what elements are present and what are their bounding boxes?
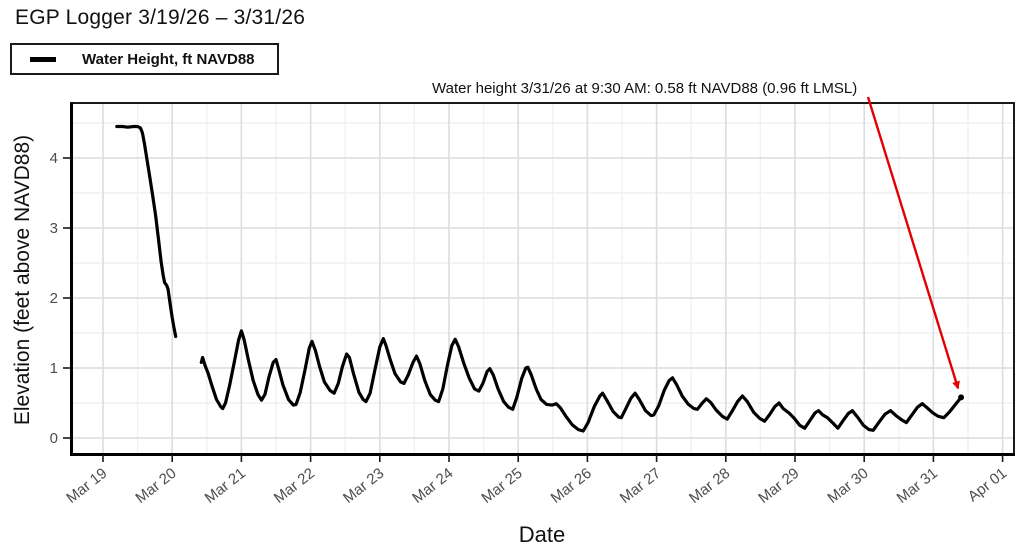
- x-tick-label: Mar 24: [409, 465, 456, 507]
- x-tick-label: Mar 23: [340, 465, 387, 507]
- x-tick-labels: Mar 19 Mar 20 Mar 21 Mar 22 Mar 23 Mar 24 Mar …: [63, 465, 1010, 507]
- axis-ticks: [63, 157, 1004, 462]
- legend-line-swatch: [30, 56, 56, 62]
- annotation-arrow: [866, 96, 960, 390]
- y-tick-label: 1: [50, 360, 58, 377]
- x-tick-label: Mar 20: [132, 465, 179, 507]
- annotation-label: Water height 3/31/26 at 9:30 AM: 0.58 ft…: [432, 80, 858, 97]
- x-tick-label: Mar 31: [894, 465, 941, 507]
- x-tick-label: Apr 01: [965, 465, 1010, 506]
- y-tick-label: 3: [50, 220, 58, 237]
- x-tick-label: Mar 27: [617, 465, 664, 507]
- grid-minor: [71, 103, 1014, 454]
- y-tick-label: 2: [50, 290, 58, 307]
- water-height-line: [115, 124, 963, 433]
- legend-label: Water Height, ft NAVD88: [82, 50, 255, 68]
- y-axis-title: Elevation (feet above NAVD88): [11, 134, 34, 426]
- x-tick-label: Mar 26: [548, 465, 595, 507]
- x-tick-label: Mar 29: [755, 465, 802, 507]
- chart-title: EGP Logger 3/19/26 – 3/31/26: [15, 6, 306, 29]
- grid-major: [71, 103, 1014, 454]
- x-tick-label: Mar 28: [686, 465, 733, 507]
- x-tick-label: Mar 21: [202, 465, 249, 507]
- last-reading-point: [958, 394, 965, 401]
- legend: Water Height, ft NAVD88: [10, 43, 279, 75]
- y-tick-label: 4: [50, 150, 58, 167]
- x-axis-title: Date: [518, 522, 566, 547]
- x-tick-label: Mar 19: [63, 465, 110, 507]
- y-tick-labels: 0 1 2 3 4: [50, 150, 58, 447]
- x-tick-label: Mar 30: [824, 465, 871, 507]
- y-tick-label: 0: [50, 430, 58, 447]
- x-tick-label: Mar 25: [478, 465, 525, 507]
- x-tick-label: Mar 22: [271, 465, 318, 507]
